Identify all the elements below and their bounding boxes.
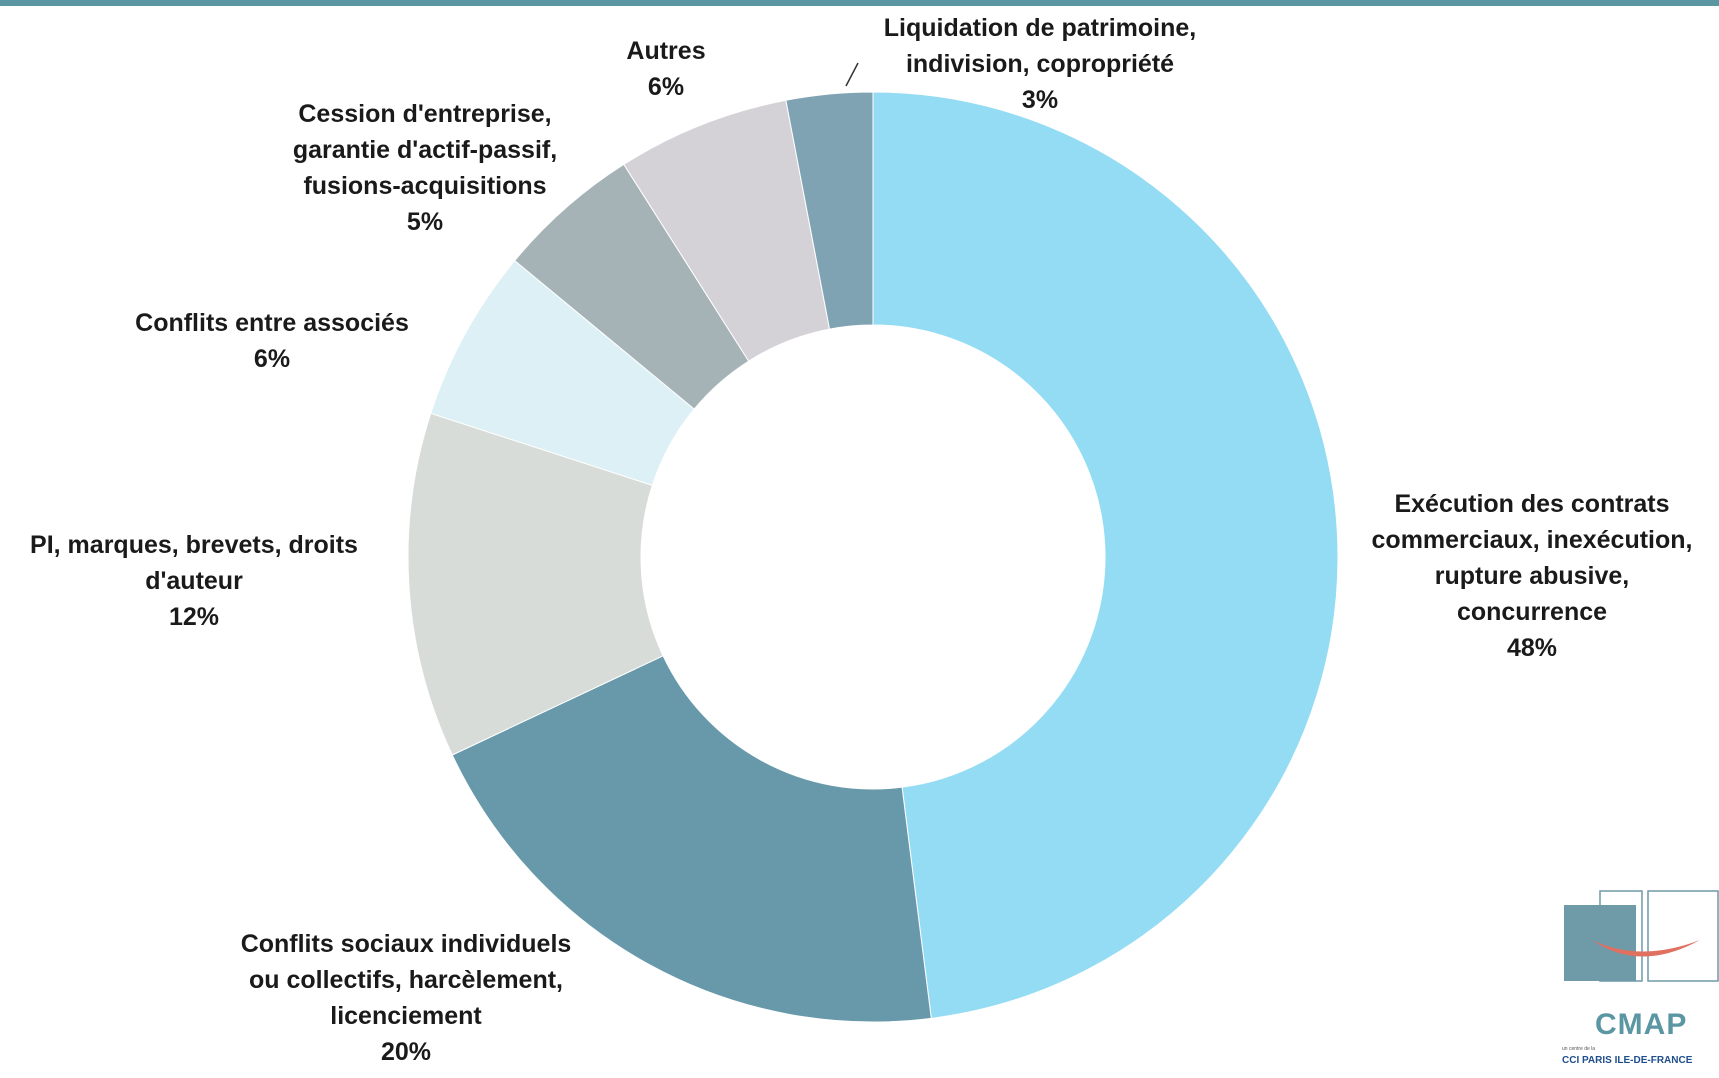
- slice-percent-label: 20%: [380, 1038, 432, 1066]
- slice-label-line: Autres: [626, 37, 706, 65]
- slice-label-line: garantie d'actif-passif,: [292, 136, 558, 164]
- logo-subtitle: un centre de la: [1562, 1046, 1596, 1052]
- logo-name: CMAP: [1595, 1008, 1688, 1041]
- slice-label-line: licenciement: [330, 1002, 482, 1030]
- slice-label-line: Conflits entre associés: [135, 309, 409, 337]
- slice-label-line: Cession d'entreprise,: [298, 100, 552, 128]
- donut-slice-1: [451, 655, 932, 1023]
- slice-label-0: Exécution des contrats commerciaux, inexé…: [1372, 486, 1693, 666]
- slice-percent-label: 3%: [1021, 86, 1059, 114]
- cmap-logo: CMAP un centre de la CCI PARIS ILE-DE-FR…: [1560, 888, 1719, 1078]
- slice-label-line: indivision, copropriété: [905, 50, 1175, 78]
- slice-percent-label: 5%: [406, 208, 444, 236]
- top-accent-bar: [0, 0, 1719, 6]
- slice-label-line: Liquidation de patrimoine,: [883, 14, 1197, 42]
- leader-line: [845, 62, 859, 87]
- slice-label-line: PI, marques, brevets, droits: [30, 531, 358, 559]
- donut-slice-6: [785, 91, 874, 330]
- slice-percent-label: 48%: [1506, 634, 1558, 662]
- donut-slice-2: [407, 412, 664, 756]
- slice-label-line: d'auteur: [145, 567, 243, 595]
- slice-percent-label: 6%: [647, 73, 685, 101]
- slice-label-6: Liquidation de patrimoine, indivision, co…: [884, 10, 1197, 118]
- slice-label-5: Autres 6%: [626, 33, 705, 105]
- slice-percent-label: 12%: [168, 603, 220, 631]
- slice-label-line: rupture abusive,: [1434, 562, 1630, 590]
- slice-percent-label: 6%: [253, 345, 291, 373]
- slice-label-line: Conflits sociaux individuels: [240, 930, 572, 958]
- donut-slice-0: [872, 91, 1339, 1019]
- slice-label-line: concurrence: [1456, 598, 1608, 626]
- slice-label-4: Cession d'entreprise, garantie d'actif-pa…: [293, 96, 557, 240]
- slice-label-line: ou collectifs, harcèlement,: [249, 966, 563, 994]
- slice-label-line: fusions-acquisitions: [303, 172, 547, 200]
- slice-label-1: Conflits sociaux individuels ou collectif…: [241, 926, 572, 1070]
- slice-label-2: PI, marques, brevets, droits d'auteur 12%: [30, 527, 358, 635]
- slice-label-3: Conflits entre associés 6%: [135, 305, 409, 377]
- slice-label-line: Exécution des contrats: [1394, 490, 1670, 518]
- logo-org: CCI PARIS ILE-DE-FRANCE: [1562, 1055, 1693, 1066]
- slice-label-line: commerciaux, inexécution,: [1371, 526, 1693, 554]
- cmap-logo-mark: [1564, 890, 1719, 982]
